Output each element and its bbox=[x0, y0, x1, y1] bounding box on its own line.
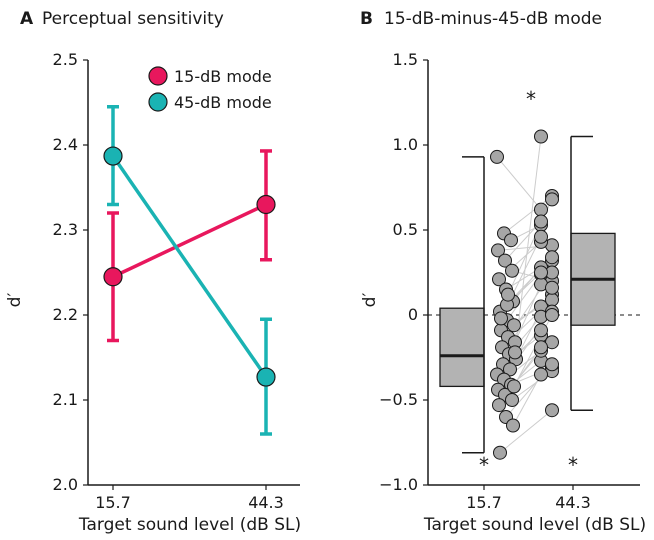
panel-a-letter: A bbox=[20, 9, 34, 29]
panel-b-y-tick-label: 0.5 bbox=[393, 220, 418, 239]
data-point-44-3 bbox=[545, 192, 559, 207]
panel-b-y-tick-label: 1.5 bbox=[393, 50, 418, 69]
data-point-44-3 bbox=[545, 403, 559, 418]
data-point-15db bbox=[103, 267, 123, 287]
data-point-15-7 bbox=[490, 149, 504, 164]
panel-a-x-tick-label: 44.3 bbox=[248, 493, 284, 512]
panel-a: A Perceptual sensitivity 2.0 2.1 2.2 2.3 2.4… bbox=[5, 9, 301, 535]
panel-b-title: 15-dB-minus-45-dB mode bbox=[384, 9, 602, 29]
panel-a-y-tick-label: 2.4 bbox=[53, 135, 78, 154]
panel-b-y-tick-label: 1.0 bbox=[393, 135, 418, 154]
data-point-15-7 bbox=[507, 379, 521, 394]
data-point-44-3 bbox=[534, 367, 548, 382]
panel-a-ticks: 2.0 2.1 2.2 2.3 2.4 2.5 15.7 44.3 bbox=[53, 50, 284, 512]
paired-line bbox=[514, 284, 542, 343]
series-line-15db bbox=[112, 202, 267, 279]
panel-b-y-axis-label: d′ bbox=[360, 293, 380, 308]
data-point-15-7 bbox=[508, 345, 522, 360]
panel-a-y-tick-label: 2.2 bbox=[53, 305, 78, 324]
panel-b-boxes bbox=[439, 135, 616, 454]
panel-b-x-tick-label: 15.7 bbox=[466, 493, 502, 512]
significance-mark-right: * bbox=[568, 453, 578, 477]
data-point-15-7 bbox=[498, 253, 512, 268]
panel-b-y-tick-label: 0 bbox=[408, 305, 418, 324]
panel-a-y-tick-label: 2.0 bbox=[53, 475, 78, 494]
data-point-15db bbox=[256, 194, 276, 215]
paired-line bbox=[496, 156, 542, 210]
panel-a-series bbox=[103, 105, 276, 436]
data-point-44-3 bbox=[545, 357, 559, 372]
box-0 bbox=[439, 307, 485, 388]
panel-a-y-axis-label: d′ bbox=[5, 293, 25, 308]
panel-a-axes bbox=[87, 60, 300, 486]
legend-marker bbox=[148, 66, 168, 86]
data-point-44-3 bbox=[534, 340, 548, 355]
legend-label: 15-dB mode bbox=[174, 67, 272, 86]
paired-line bbox=[499, 409, 553, 454]
panel-a-title: Perceptual sensitivity bbox=[42, 9, 224, 29]
data-point-15-7 bbox=[506, 418, 520, 433]
data-point-15-7 bbox=[507, 318, 521, 333]
paired-line bbox=[512, 374, 542, 426]
panel-a-legend: 15-dB mode 45-dB mode bbox=[148, 66, 272, 112]
data-point-44-3 bbox=[545, 280, 559, 295]
panel-b-y-tick-label: −1.0 bbox=[379, 475, 418, 494]
data-point-15-7 bbox=[491, 243, 505, 258]
panel-b-y-tick-label: −0.5 bbox=[379, 390, 418, 409]
data-point-44-3 bbox=[534, 129, 548, 144]
data-point-44-3 bbox=[534, 214, 548, 229]
data-point-15-7 bbox=[492, 398, 506, 413]
panel-a-x-tick-label: 15.7 bbox=[95, 493, 131, 512]
panel-b-x-axis-label: Target sound level (dB SL) bbox=[423, 515, 646, 535]
legend-label: 45-dB mode bbox=[174, 93, 272, 112]
panel-a-y-tick-label: 2.3 bbox=[53, 220, 78, 239]
data-point-44-3 bbox=[534, 323, 548, 338]
panel-a-x-axis-label: Target sound level (dB SL) bbox=[78, 515, 301, 535]
data-point-44-3 bbox=[534, 265, 548, 280]
data-point-44-3 bbox=[545, 292, 559, 307]
data-point-15-7 bbox=[505, 393, 519, 407]
data-point-45db bbox=[256, 367, 276, 387]
data-point-44-3 bbox=[534, 229, 548, 244]
data-point-15-7 bbox=[492, 272, 506, 287]
data-point-15-7 bbox=[501, 287, 515, 302]
panel-b-letter: B bbox=[360, 9, 373, 29]
data-point-44-3 bbox=[545, 308, 559, 322]
panel-b-ticks: −1.0 −0.5 0 0.5 1.0 1.5 15.7 44.3 bbox=[379, 50, 591, 512]
panel-b-x-tick-label: 44.3 bbox=[555, 493, 591, 512]
data-point-15-7 bbox=[505, 263, 519, 278]
data-point-15-7 bbox=[493, 445, 507, 460]
significance-mark-left: * bbox=[479, 453, 489, 477]
data-point-15-7 bbox=[503, 362, 517, 377]
paired-line bbox=[514, 136, 542, 353]
data-point-15-7 bbox=[494, 311, 508, 326]
data-point-44-3 bbox=[534, 202, 548, 217]
panel-a-y-tick-label: 2.1 bbox=[53, 390, 78, 409]
data-point-44-3 bbox=[545, 250, 559, 265]
data-point-15-7 bbox=[504, 233, 518, 248]
data-point-45db bbox=[103, 146, 123, 166]
legend-marker bbox=[148, 92, 168, 112]
paired-line bbox=[503, 195, 553, 234]
panel-b: B 15-dB-minus-45-dB mode −1.0 −0.5 0 0.5 1.0… bbox=[360, 9, 646, 535]
significance-mark-top: * bbox=[526, 87, 536, 111]
series-line-45db bbox=[111, 155, 268, 379]
panel-a-y-tick-label: 2.5 bbox=[53, 50, 78, 69]
panel-b-points bbox=[490, 129, 559, 460]
